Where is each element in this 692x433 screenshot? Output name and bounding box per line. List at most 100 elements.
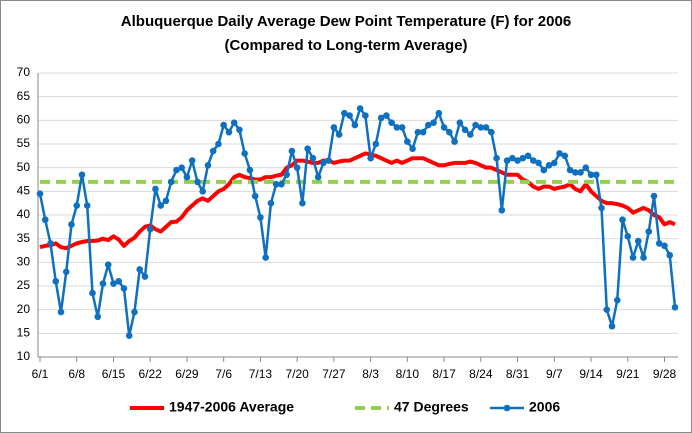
x-tick-label: 9/28 (653, 367, 677, 381)
point (283, 171, 290, 179)
point (125, 332, 133, 340)
point (346, 112, 353, 119)
x-tick-label: 8/31 (506, 367, 530, 381)
point (634, 237, 642, 245)
point (99, 280, 107, 287)
point (183, 173, 191, 181)
point (640, 254, 647, 261)
point (503, 157, 511, 164)
point (115, 277, 123, 285)
point (62, 268, 70, 276)
point (367, 154, 374, 162)
point (545, 162, 553, 169)
point (262, 254, 269, 261)
point (472, 121, 479, 129)
point (356, 105, 364, 112)
point (209, 147, 217, 155)
legend-label: 2006 (529, 399, 560, 415)
point (47, 240, 54, 247)
point (556, 150, 563, 157)
x-tick-label: 9/7 (546, 367, 563, 381)
y-tick-label: 10 (17, 349, 31, 363)
point (561, 152, 569, 160)
point (655, 240, 663, 247)
y-tick-label: 30 (17, 255, 31, 269)
point (624, 233, 632, 240)
y-tick-label: 70 (17, 65, 31, 79)
point (435, 109, 443, 117)
point (236, 126, 243, 134)
point (461, 126, 469, 134)
point (330, 124, 338, 131)
point (78, 171, 86, 179)
point (540, 166, 548, 174)
point (619, 216, 626, 224)
point (388, 119, 395, 126)
point (178, 164, 185, 171)
point (199, 188, 206, 195)
point (251, 192, 259, 200)
x-tick-label: 7/13 (249, 367, 273, 381)
chart-title: Albuquerque Daily Average Dew Point Temp… (121, 13, 571, 30)
point (577, 169, 584, 176)
x-tick-label: 6/1 (32, 367, 49, 381)
x-tick-label: 9/21 (616, 367, 640, 381)
point (267, 199, 275, 207)
point (146, 225, 154, 233)
point (131, 308, 138, 316)
point (362, 112, 369, 119)
point (530, 157, 537, 164)
x-tick-label: 9/14 (579, 367, 603, 381)
point (68, 221, 75, 228)
point (666, 251, 674, 259)
point (57, 308, 65, 316)
point (482, 124, 490, 131)
point (220, 121, 227, 129)
point (152, 185, 159, 193)
point (440, 124, 448, 131)
point (304, 145, 311, 153)
legend-label: 47 Degrees (394, 399, 469, 415)
point (446, 128, 453, 136)
point (194, 178, 201, 186)
point (613, 296, 621, 304)
point (393, 124, 401, 131)
point (372, 140, 380, 148)
x-tick-label: 6/22 (139, 367, 163, 381)
point (467, 131, 474, 138)
x-tick-label: 6/29 (175, 367, 199, 381)
point (430, 119, 437, 126)
point (629, 254, 637, 261)
y-tick-label: 55 (17, 136, 31, 150)
x-tick-label: 8/3 (362, 367, 379, 381)
point (566, 166, 574, 174)
point (325, 157, 332, 164)
point (519, 154, 527, 162)
x-tick-label: 7/6 (215, 367, 232, 381)
line-series (39, 151, 676, 251)
point (514, 157, 521, 164)
point (351, 121, 359, 129)
x-tick-label: 8/24 (469, 367, 493, 381)
x-tick-label: 8/17 (432, 367, 456, 381)
point (650, 192, 658, 200)
point (157, 202, 165, 209)
x-tick-label: 6/8 (68, 367, 85, 381)
point (162, 197, 170, 205)
point (293, 164, 301, 171)
point (488, 128, 495, 136)
point (257, 214, 264, 221)
y-tick-label: 20 (17, 302, 31, 316)
point (341, 109, 348, 117)
point (230, 119, 238, 126)
point (36, 190, 44, 197)
point (299, 199, 306, 207)
point (83, 202, 91, 209)
point (41, 216, 49, 224)
y-tick-label: 60 (17, 113, 31, 127)
point (73, 202, 81, 209)
y-tick-label: 50 (17, 160, 31, 174)
point (592, 171, 600, 179)
point (571, 169, 579, 176)
